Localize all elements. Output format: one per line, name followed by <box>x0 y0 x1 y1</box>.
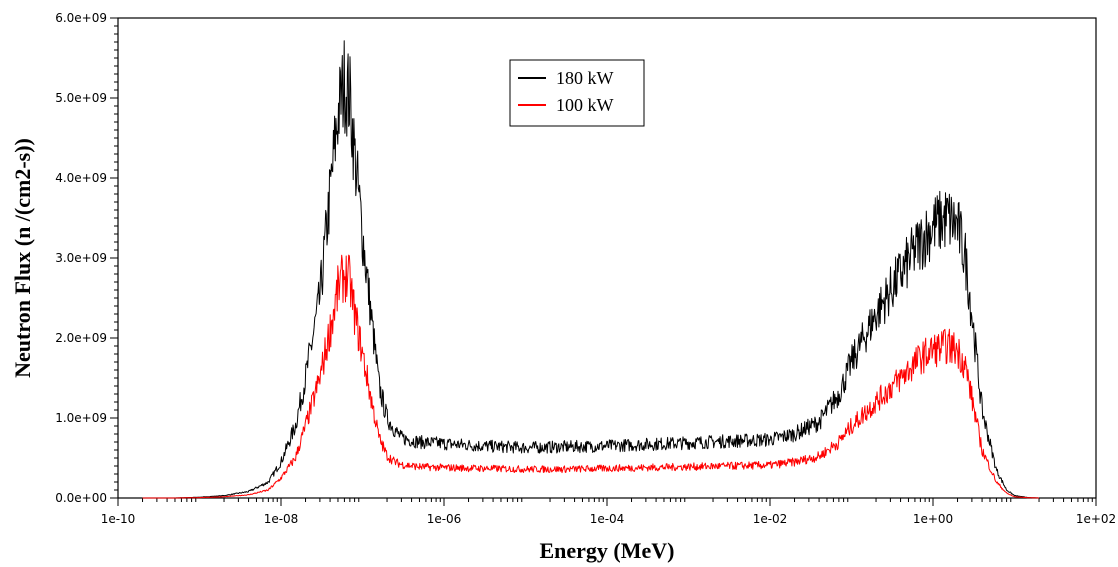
legend-label-180kw: 180 kW <box>556 68 614 88</box>
legend-box <box>509 59 645 127</box>
y-tick-label: 4.0e+09 <box>55 171 107 185</box>
x-tick-label: 1e-10 <box>101 512 136 526</box>
legend: 180 kW 100 kW <box>509 59 645 127</box>
series-line-180kw <box>142 40 1039 499</box>
y-tick-label: 1.0e+09 <box>55 411 107 425</box>
x-tick-label: 1e-04 <box>590 512 625 526</box>
x-tick-label: 1e+00 <box>913 512 953 526</box>
y-axis-ticks: 0.0e+00 1.0e+09 2.0e+09 3.0e+09 4.0e+09 5.0e+… <box>55 11 118 505</box>
y-axis-title: Neutron Flux (n /(cm2-s)) <box>10 138 35 378</box>
x-tick-label: 1e-02 <box>753 512 788 526</box>
x-tick-label: 1e-06 <box>427 512 462 526</box>
series-line-100kw <box>142 254 1039 499</box>
y-tick-label: 6.0e+09 <box>55 11 107 25</box>
y-tick-label: 3.0e+09 <box>55 251 107 265</box>
x-tick-label: 1e-08 <box>264 512 299 526</box>
y-tick-label: 5.0e+09 <box>55 91 107 105</box>
x-axis-ticks: 1e-10 1e-08 1e-06 1e-04 1e-02 1e+00 1e+02 <box>101 498 1116 526</box>
legend-label-100kw: 100 kW <box>556 95 614 115</box>
series-layer <box>142 40 1039 499</box>
x-tick-label: 1e+02 <box>1076 512 1116 526</box>
y-tick-label: 0.0e+00 <box>55 491 107 505</box>
y-tick-label: 2.0e+09 <box>55 331 107 345</box>
x-axis-title: Energy (MeV) <box>539 538 674 563</box>
